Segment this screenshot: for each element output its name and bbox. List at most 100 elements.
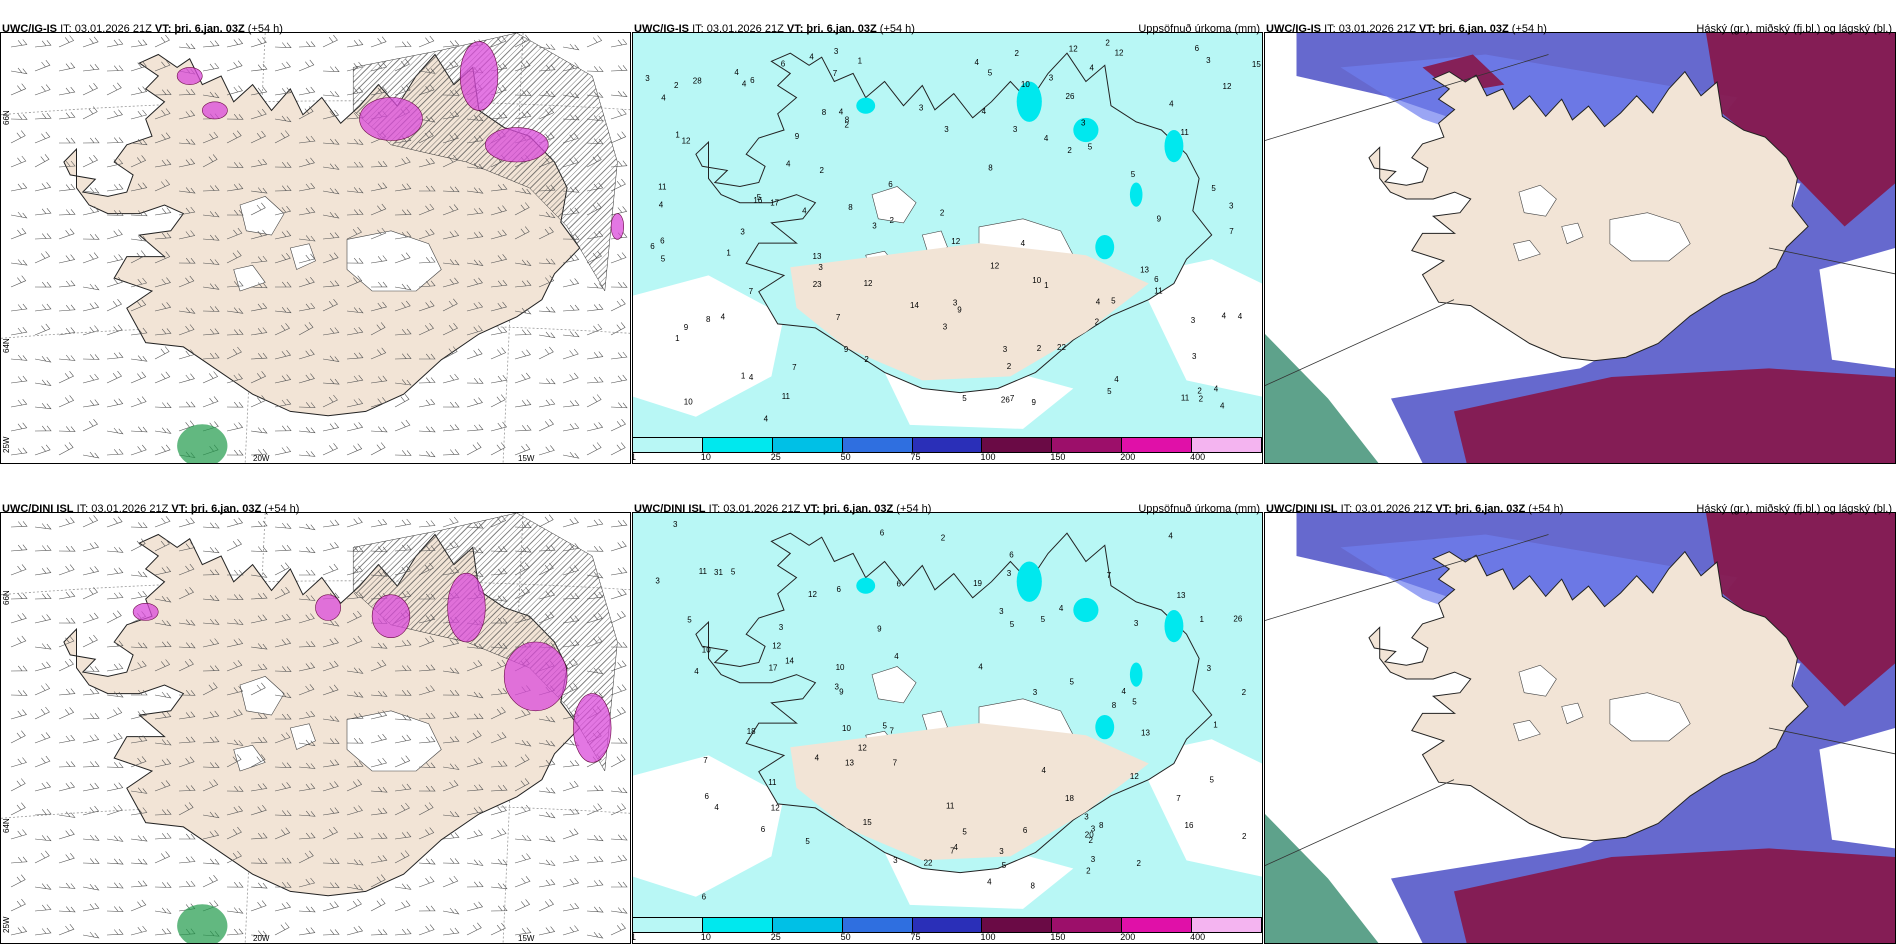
wind-barb (226, 517, 244, 528)
wind-barb (586, 35, 603, 48)
precip-value: 1 (675, 131, 680, 140)
precip-value: 18 (1065, 794, 1074, 803)
wind-barb (370, 733, 388, 744)
wind-barb (394, 209, 412, 216)
wind-barb (346, 209, 364, 216)
wind-barb (442, 907, 460, 915)
wind-barb (130, 590, 148, 600)
legend-label: 1 (633, 932, 636, 942)
wind-barb (610, 282, 628, 288)
wind-barb (490, 858, 508, 865)
wind-barb (82, 64, 100, 72)
wind-barb (250, 63, 268, 72)
wind-barb (274, 425, 292, 432)
wind-barb (322, 299, 338, 312)
wind-barb (202, 811, 220, 819)
wind-barb (442, 373, 460, 384)
wind-barb (10, 802, 26, 816)
wind-barb (130, 155, 147, 168)
wind-barb (538, 419, 554, 432)
wind-barb (322, 759, 340, 768)
wind-barb (34, 233, 52, 240)
precip-value: 3 (1229, 202, 1234, 211)
wind-barb (370, 690, 388, 697)
wind-barb (106, 370, 122, 384)
wind-barb (538, 715, 556, 723)
legend-label: 25 (770, 932, 781, 942)
lat-label-66n: 66N (2, 110, 11, 125)
precip-value: 11 (1181, 128, 1190, 137)
wind-barb (322, 443, 338, 456)
wind-barb (178, 307, 196, 314)
legend-label: 1 (633, 452, 636, 462)
wind-barb (394, 41, 412, 48)
wind-barb (466, 757, 483, 768)
wind-barb (202, 91, 220, 99)
wind-barb (298, 59, 315, 72)
wind-barb (418, 520, 436, 528)
precip-value: 6 (880, 529, 885, 538)
wind-barb (346, 257, 364, 264)
wind-barb (154, 232, 172, 240)
wind-barb (106, 277, 123, 288)
low-cloud (1265, 334, 1379, 463)
wind-barb (274, 307, 292, 314)
wind-barb (346, 138, 364, 145)
wind-barb (514, 778, 530, 792)
wind-barb (82, 252, 99, 264)
glacier-outline (346, 230, 442, 292)
wind-barb (10, 778, 26, 792)
wind-barb (34, 323, 51, 336)
wind-barb (154, 641, 172, 648)
wind-barb (202, 352, 220, 360)
wind-barb (394, 802, 410, 816)
wind-barb (226, 754, 242, 768)
precip-value: 4 (839, 108, 844, 117)
wind-barb (442, 277, 459, 288)
header-precip-top: UWC/IG-IS IT: 03.01.2026 21Z VT: þri. 6.… (634, 20, 915, 38)
precip-value: 4 (1168, 531, 1173, 540)
wind-barb (250, 520, 268, 528)
precip-value: 4 (694, 667, 699, 676)
wind-barb (106, 427, 124, 435)
precip-value: 13 (1141, 728, 1150, 737)
glacier-outline (1518, 664, 1557, 697)
wind-barb (538, 211, 556, 219)
wind-barb (466, 187, 484, 194)
precip-value: 4 (809, 53, 814, 62)
dry-area (1136, 259, 1262, 397)
legend-label: 10 (700, 452, 711, 462)
wind-barb (250, 571, 268, 578)
wind-barb (442, 832, 460, 840)
wind-barb (154, 371, 171, 384)
wind-barb (610, 684, 627, 696)
wind-barb (346, 832, 364, 840)
wind-barb (202, 547, 220, 554)
wind-barb (34, 208, 52, 216)
precip-value: 11 (699, 567, 708, 576)
wind-barb (586, 66, 604, 72)
wind-barb (466, 301, 484, 312)
wind-barb (34, 131, 51, 144)
precip-value: 3 (999, 607, 1004, 616)
wind-barb (346, 187, 364, 194)
wind-barb (178, 324, 195, 336)
wind-barb (346, 443, 363, 456)
wind-barb (10, 155, 27, 168)
wind-barb (538, 331, 556, 339)
wind-barb (418, 157, 436, 168)
precip-value: 10 (702, 645, 711, 654)
precip-value: 1 (1213, 720, 1218, 729)
precip-value: 6 (750, 76, 755, 85)
wind-barb (58, 591, 76, 600)
header-wind-bottom: UWC/DINI ISL IT: 03.01.2026 21Z VT: þri.… (2, 500, 299, 518)
legend-label: 10 (700, 932, 711, 942)
wind-barb (58, 688, 76, 696)
wind-barb (106, 782, 124, 792)
wind-barb (34, 251, 51, 264)
wind-barb (274, 323, 290, 336)
wind-barb (154, 851, 171, 864)
wind-barb (226, 280, 244, 288)
precip-value: 2 (1197, 387, 1202, 396)
precip-value: 2 (1137, 859, 1142, 868)
